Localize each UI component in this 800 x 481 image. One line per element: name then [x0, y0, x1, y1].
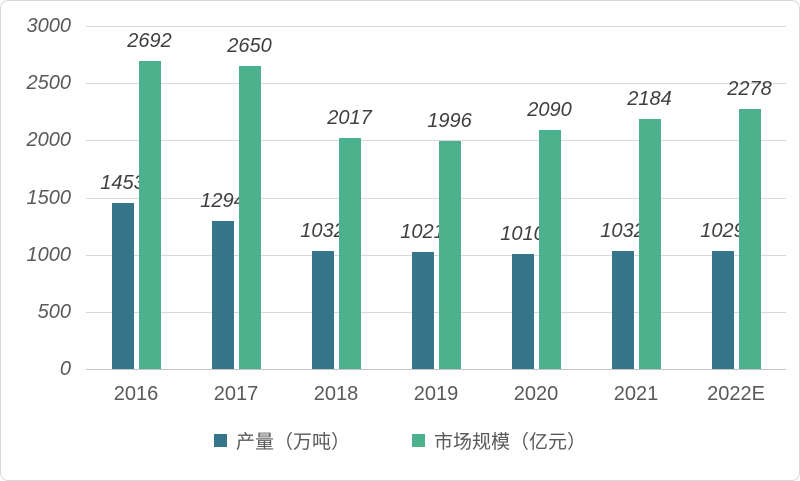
- gridline-3000: [86, 26, 786, 27]
- bar-2021-series-1: [638, 119, 661, 369]
- y-tick-label-1000: 1000: [26, 243, 72, 266]
- gridline-500: [86, 311, 786, 313]
- market-size-legend-swatch: [412, 434, 425, 447]
- bar-2022E-series-1: [738, 108, 761, 369]
- bar-2021-series-0: [611, 251, 634, 369]
- y-tick-label-0: 0: [59, 358, 71, 380]
- gridline-1500: [86, 197, 786, 199]
- value-label-2016-series-1: 2692: [127, 30, 172, 53]
- value-label-2018-series-1: 2017: [327, 107, 372, 130]
- y-tick-label-500: 500: [37, 300, 71, 323]
- bar-2020-series-0: [511, 253, 534, 369]
- gridline-2500: [86, 83, 786, 85]
- value-label-2016-series-0: 1453: [100, 171, 145, 194]
- y-tick-label-3000: 3000: [26, 15, 72, 37]
- value-label-2017-series-1: 2650: [227, 35, 272, 58]
- value-label-2022E-series-0: 1029: [700, 220, 745, 243]
- x-tick-label-2017: 2017: [213, 383, 259, 405]
- bar-2019-series-1: [438, 140, 461, 369]
- bar-2017-series-0: [211, 221, 234, 369]
- gridline-2000: [86, 140, 786, 142]
- value-label-2018-series-0: 1032: [300, 220, 345, 242]
- market-size-legend-label: 市场规模（亿元）: [434, 432, 587, 453]
- value-label-2020-series-1: 2090: [527, 99, 572, 122]
- legend-item-production: 产量（万吨）: [213, 427, 350, 454]
- production-legend-label: 产量（万吨）: [235, 432, 350, 453]
- y-tick-label-2500: 2500: [26, 72, 72, 95]
- x-tick-label-2018: 2018: [313, 383, 359, 405]
- value-label-2021-series-1: 2184: [627, 88, 672, 111]
- bar-2016-series-0: [111, 202, 134, 369]
- chart-legend: 产量（万吨） 市场规模（亿元）: [1, 427, 799, 454]
- bar-2018-series-1: [338, 138, 361, 369]
- bar-2022E-series-0: [711, 251, 734, 369]
- value-label-2017-series-0: 1294: [200, 190, 245, 213]
- bar-2019-series-0: [411, 252, 434, 369]
- bar-2017-series-1: [238, 66, 261, 369]
- bar-2018-series-0: [311, 251, 334, 369]
- value-label-2022E-series-1: 2278: [727, 77, 772, 100]
- x-tick-label-2021: 2021: [613, 383, 659, 405]
- value-label-2019-series-0: 1021: [400, 221, 445, 244]
- x-tick-label-2019: 2019: [413, 383, 459, 405]
- x-axis-line: [86, 369, 786, 370]
- y-tick-label-2000: 2000: [26, 129, 72, 152]
- x-tick-label-2016: 2016: [113, 383, 159, 405]
- y-tick-label-1500: 1500: [26, 186, 72, 209]
- value-label-2020-series-0: 1010: [500, 222, 545, 245]
- bar-2020-series-1: [538, 130, 561, 369]
- x-tick-label-2022E: 2022E: [707, 383, 765, 405]
- x-tick-label-2020: 2020: [513, 383, 559, 405]
- production-legend-swatch: [213, 434, 227, 447]
- bar-2016-series-1: [138, 61, 161, 369]
- value-label-2019-series-1: 1996: [427, 109, 472, 132]
- value-label-2021-series-0: 1032: [600, 220, 645, 242]
- gridline-1000: [86, 254, 786, 256]
- legend-item-market-size: 市场规模（亿元）: [412, 427, 586, 454]
